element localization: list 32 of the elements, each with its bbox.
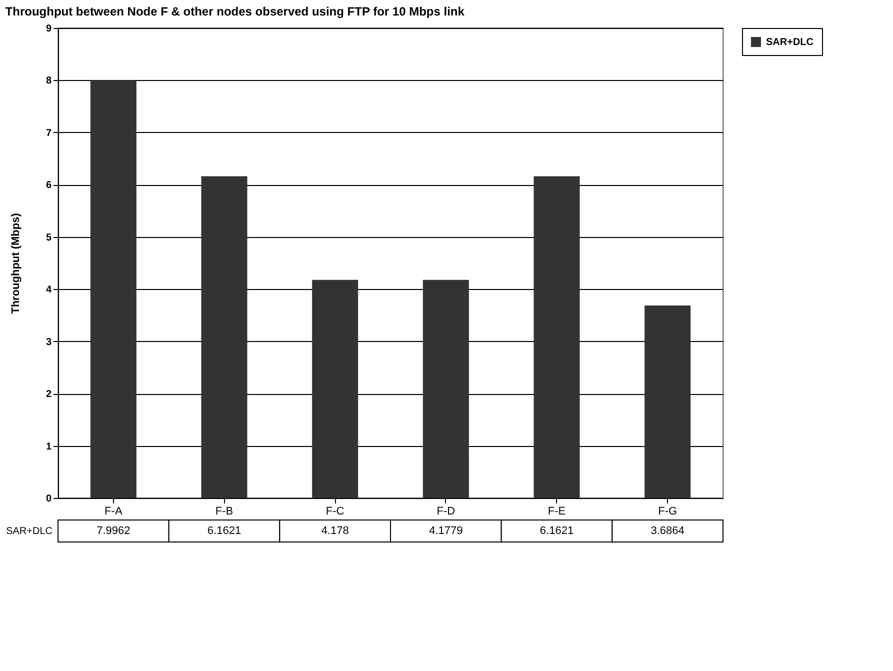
y-tick-label: 7 xyxy=(46,128,52,139)
x-tick-label: F-A xyxy=(104,506,123,518)
data-label: 3.6864 xyxy=(650,525,684,537)
bar xyxy=(644,305,691,498)
data-label: 7.9962 xyxy=(96,525,130,537)
x-tick-label: F-G xyxy=(658,506,678,518)
data-label: 6.1621 xyxy=(207,525,242,537)
x-tick-label: F-C xyxy=(326,506,344,518)
bar xyxy=(312,280,358,498)
text: SAR+DLC xyxy=(6,526,52,537)
y-tick-label: 4 xyxy=(46,284,52,296)
y-tick-label: 9 xyxy=(46,24,52,34)
y-tick-label: 3 xyxy=(46,336,52,348)
y-tick-label: 1 xyxy=(46,441,52,452)
data-label: 6.1621 xyxy=(540,525,574,537)
legend-label: SAR+DLC xyxy=(766,37,814,48)
bar xyxy=(201,176,248,498)
x-tick-label: F-E xyxy=(548,506,566,518)
bar xyxy=(90,80,136,498)
y-tick-label: 0 xyxy=(46,494,52,504)
x-tick-label: F-D xyxy=(436,506,456,518)
y-tick-label: 2 xyxy=(46,389,52,400)
data-label: 4.1779 xyxy=(429,525,463,537)
y-tick-label: 8 xyxy=(46,76,52,87)
bar xyxy=(422,280,469,498)
y-axis-title: Throughput (Mbps) xyxy=(10,212,22,314)
chart-title: Throughput between Node F & other nodes observed using FTP for 10 Mbps link xyxy=(5,4,465,19)
y-tick-label: 5 xyxy=(46,232,52,244)
bar xyxy=(534,176,580,498)
data-label: 4.178 xyxy=(321,525,349,537)
x-tick-label: F-B xyxy=(215,506,234,518)
y-tick-label: 6 xyxy=(46,180,52,192)
